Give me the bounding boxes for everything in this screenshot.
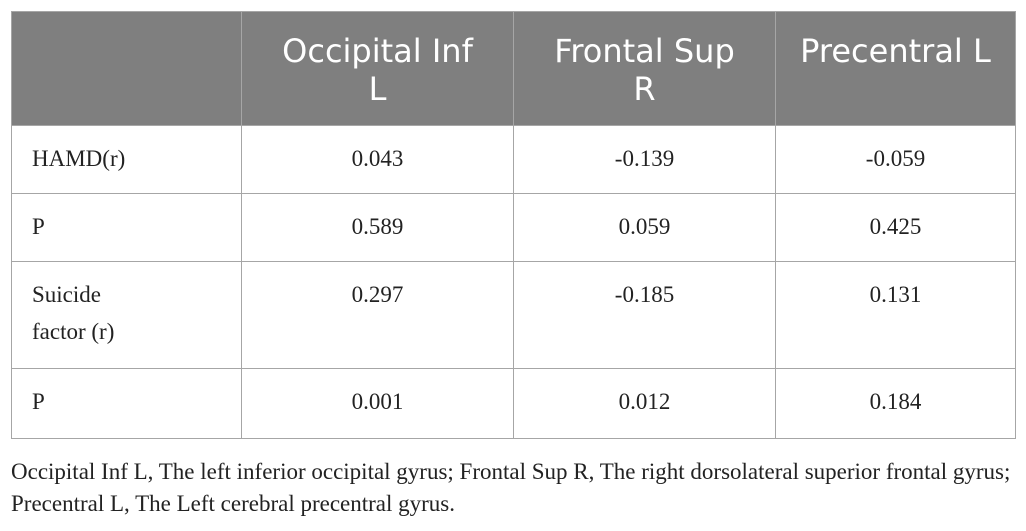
table-cell: -0.059 <box>775 125 1016 194</box>
table-cell: 0.184 <box>775 368 1016 439</box>
table-cell: 0.589 <box>241 193 514 262</box>
row-label: P <box>11 368 242 439</box>
table-cell: 0.059 <box>513 193 776 262</box>
row-label: P <box>11 193 242 262</box>
table-body: HAMD(r) 0.043 -0.139 -0.059 P 0.589 0.05… <box>11 125 1016 439</box>
table-cell: 0.131 <box>775 261 1016 369</box>
table-footnote: Occipital Inf L, The left inferior occip… <box>11 459 1011 516</box>
header-cell-frontal-sup-r: Frontal Sup R <box>513 11 776 126</box>
table-cell: -0.139 <box>513 125 776 194</box>
table-row: HAMD(r) 0.043 -0.139 -0.059 <box>11 125 1016 194</box>
table-row: P 0.001 0.012 0.184 <box>11 368 1016 439</box>
header-cell-precentral-l: Precentral L <box>775 11 1016 126</box>
table-cell: -0.185 <box>513 261 776 369</box>
table-cell: 0.297 <box>241 261 514 369</box>
correlation-table: Occipital Inf L Frontal Sup R Precentral… <box>11 11 1016 439</box>
table-cell: 0.425 <box>775 193 1016 262</box>
table-header: Occipital Inf L Frontal Sup R Precentral… <box>11 11 1016 126</box>
table-cell: 0.001 <box>241 368 514 439</box>
header-cell-occipital-inf-l: Occipital Inf L <box>241 11 514 126</box>
header-cell-empty <box>11 11 242 126</box>
row-label: Suicide factor (r) <box>11 261 242 369</box>
header-row: Occipital Inf L Frontal Sup R Precentral… <box>11 11 1016 126</box>
row-label: HAMD(r) <box>11 125 242 194</box>
table-row: Suicide factor (r) 0.297 -0.185 0.131 <box>11 261 1016 369</box>
table-cell: 0.012 <box>513 368 776 439</box>
table-cell: 0.043 <box>241 125 514 194</box>
table-row: P 0.589 0.059 0.425 <box>11 193 1016 262</box>
